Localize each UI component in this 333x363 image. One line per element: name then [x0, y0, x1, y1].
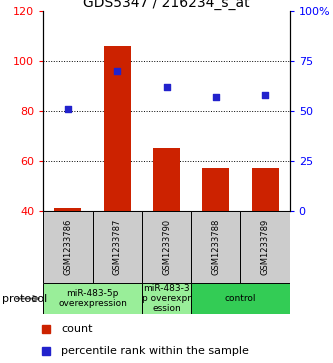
Bar	[240, 211, 290, 283]
Text: GSM1233786: GSM1233786	[63, 219, 73, 275]
Text: protocol: protocol	[2, 294, 47, 303]
Bar	[191, 211, 240, 283]
Text: percentile rank within the sample: percentile rank within the sample	[62, 346, 249, 356]
Bar	[251, 168, 279, 211]
Bar	[191, 283, 290, 314]
Point	[262, 92, 268, 98]
Bar	[153, 148, 180, 211]
Bar	[104, 46, 131, 211]
Point	[164, 84, 169, 90]
Text: GSM1233789: GSM1233789	[260, 219, 270, 275]
Bar	[54, 208, 82, 211]
Bar	[202, 168, 229, 211]
Bar	[43, 211, 93, 283]
Title: GDS5347 / 216234_s_at: GDS5347 / 216234_s_at	[83, 0, 250, 10]
Point	[65, 106, 71, 111]
Point	[213, 94, 218, 99]
Bar	[142, 283, 191, 314]
Text: miR-483-5p
overexpression: miR-483-5p overexpression	[58, 289, 127, 308]
Text: GSM1233790: GSM1233790	[162, 219, 171, 275]
Bar	[43, 283, 142, 314]
Text: GSM1233787: GSM1233787	[113, 219, 122, 275]
Text: GSM1233788: GSM1233788	[211, 219, 220, 275]
Text: count: count	[62, 325, 93, 334]
Bar	[142, 211, 191, 283]
Text: control: control	[225, 294, 256, 303]
Text: miR-483-3
p overexpr
ession: miR-483-3 p overexpr ession	[142, 284, 191, 314]
Bar	[93, 211, 142, 283]
Point	[115, 68, 120, 74]
